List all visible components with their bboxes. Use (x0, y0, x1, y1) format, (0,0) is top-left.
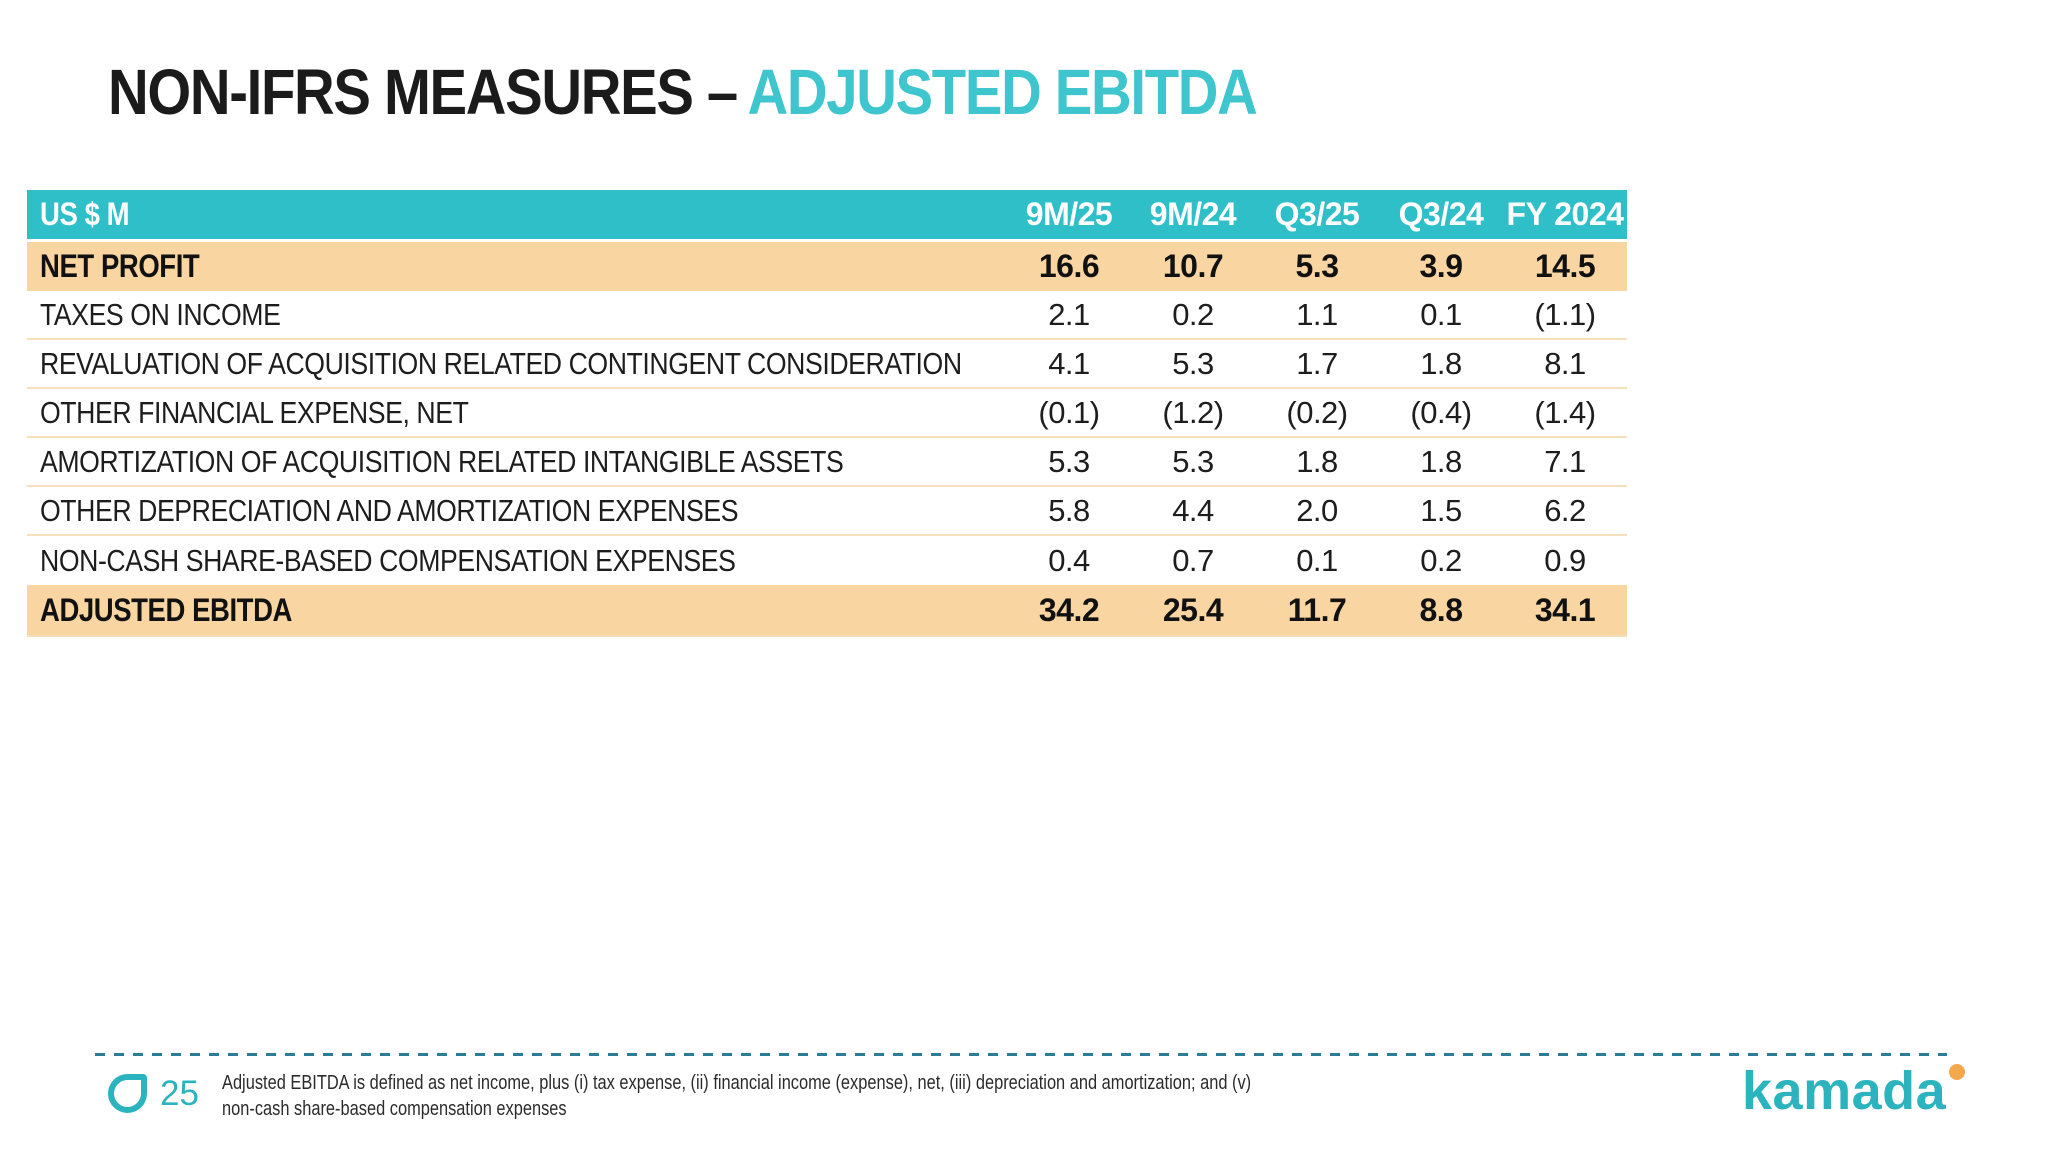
column-header-1: 9M/25 (1025, 196, 1113, 232)
value-cell: 16.6 (1038, 248, 1100, 284)
value-cell: (0.2) (1286, 394, 1348, 430)
table-row-2: TAXES ON INCOME 2.1 0.2 1.1 0.1 (1.1) (27, 291, 1627, 340)
row-label-cell: TAXES ON INCOME (27, 291, 1007, 338)
page-number: 25 (160, 1074, 199, 1113)
row-label: ADJUSTED EBITDA (40, 591, 292, 628)
table-row-8: ADJUSTED EBITDA 34.2 25.4 11.7 8.8 34.1 (27, 585, 1627, 637)
value-cell: 0.9 (1544, 542, 1586, 578)
table-row-6: OTHER DEPRECIATION AND AMORTIZATION EXPE… (27, 487, 1627, 536)
value-cell: (1.4) (1534, 394, 1596, 430)
column-header-5: FY 2024 (1506, 196, 1624, 232)
value-cell: 5.3 (1172, 345, 1214, 381)
value-cell: 0.1 (1296, 542, 1338, 578)
row-label: NON-CASH SHARE-BASED COMPENSATION EXPENS… (40, 542, 736, 578)
footnote-line-1: Adjusted EBITDA is defined as net income… (222, 1072, 1252, 1094)
value-cell: (0.1) (1038, 394, 1100, 430)
value-cell: 1.7 (1296, 345, 1338, 381)
table-row-5: AMORTIZATION OF ACQUISITION RELATED INTA… (27, 438, 1627, 487)
value-cell: 3.9 (1419, 248, 1463, 284)
row-label-cell: OTHER FINANCIAL EXPENSE, NET (27, 389, 1007, 436)
page-title: NON-IFRS MEASURES – ADJUSTED EBITDA (108, 56, 1258, 128)
row-label: AMORTIZATION OF ACQUISITION RELATED INTA… (40, 443, 844, 479)
table-units-label: US $ M (40, 196, 130, 232)
value-cell: 7.1 (1544, 443, 1586, 479)
title-prefix: NON-IFRS MEASURES – (108, 56, 738, 128)
value-cell: 10.7 (1162, 248, 1224, 284)
orange-dot-icon (1949, 1064, 1966, 1080)
column-header-3: Q3/25 (1274, 196, 1360, 232)
value-cell: 14.5 (1534, 248, 1596, 284)
value-cell: 34.1 (1534, 591, 1596, 628)
value-cell: 6.2 (1544, 492, 1586, 528)
value-cell: (1.1) (1534, 296, 1596, 332)
row-label-cell: ADJUSTED EBITDA (27, 585, 1007, 635)
value-cell: 0.4 (1048, 542, 1090, 578)
footnote: Adjusted EBITDA is defined as net income… (222, 1070, 1251, 1122)
value-cell: 4.1 (1048, 345, 1090, 381)
value-cell: 1.1 (1296, 296, 1338, 332)
value-cell: 8.1 (1544, 345, 1586, 381)
kamada-logo: kamada (1742, 1061, 1966, 1122)
value-cell: 1.5 (1420, 492, 1462, 528)
row-label: TAXES ON INCOME (40, 296, 281, 332)
table-header-row: US $ M 9M/25 9M/24 Q3/25 Q3/24 FY 2024 (27, 190, 1627, 242)
row-label-cell: NON-CASH SHARE-BASED COMPENSATION EXPENS… (27, 536, 1007, 585)
title-accent: ADJUSTED EBITDA (747, 56, 1257, 128)
value-cell: (0.4) (1410, 394, 1472, 430)
kamada-logo-text: kamada (1742, 1061, 1947, 1121)
footnote-line-2: non-cash share-based compensation expens… (222, 1098, 567, 1120)
row-label: OTHER DEPRECIATION AND AMORTIZATION EXPE… (40, 492, 739, 528)
value-cell: 0.2 (1420, 542, 1462, 578)
value-cell: 0.1 (1420, 296, 1462, 332)
table-row-7: NON-CASH SHARE-BASED COMPENSATION EXPENS… (27, 536, 1627, 585)
value-cell: 8.8 (1419, 591, 1463, 628)
financial-table: US $ M 9M/25 9M/24 Q3/25 Q3/24 FY 2024 NET P… (27, 190, 1627, 637)
value-cell: 1.8 (1296, 443, 1338, 479)
value-cell: 1.8 (1420, 443, 1462, 479)
row-label-cell: NET PROFIT (27, 242, 1007, 291)
row-label-cell: OTHER DEPRECIATION AND AMORTIZATION EXPE… (27, 487, 1007, 534)
column-header-2: 9M/24 (1149, 196, 1237, 232)
table-row-3: REVALUATION OF ACQUISITION RELATED CONTI… (27, 340, 1627, 389)
table-row-1: NET PROFIT 16.6 10.7 5.3 3.9 14.5 (27, 242, 1627, 291)
value-cell: 11.7 (1287, 591, 1347, 628)
kamada-drop-icon (108, 1074, 147, 1113)
table-header-units-cell: US $ M (27, 190, 1007, 239)
row-label: REVALUATION OF ACQUISITION RELATED CONTI… (40, 345, 962, 381)
value-cell: 25.4 (1162, 591, 1224, 628)
row-label: NET PROFIT (40, 248, 200, 284)
row-label-cell: AMORTIZATION OF ACQUISITION RELATED INTA… (27, 438, 1007, 485)
value-cell: 5.3 (1048, 443, 1090, 479)
value-cell: 34.2 (1038, 591, 1100, 628)
value-cell: 5.3 (1172, 443, 1214, 479)
value-cell: 4.4 (1172, 492, 1214, 528)
value-cell: 5.3 (1295, 248, 1339, 284)
row-label-cell: REVALUATION OF ACQUISITION RELATED CONTI… (27, 340, 1007, 387)
footer-divider (95, 1053, 1947, 1056)
value-cell: 2.0 (1296, 492, 1338, 528)
row-label: OTHER FINANCIAL EXPENSE, NET (40, 394, 469, 430)
value-cell: (1.2) (1162, 394, 1224, 430)
value-cell: 0.7 (1172, 542, 1214, 578)
value-cell: 2.1 (1048, 296, 1090, 332)
table-row-4: OTHER FINANCIAL EXPENSE, NET (0.1) (1.2) (… (27, 389, 1627, 438)
value-cell: 1.8 (1420, 345, 1462, 381)
column-header-4: Q3/24 (1398, 196, 1484, 232)
value-cell: 5.8 (1048, 492, 1090, 528)
value-cell: 0.2 (1172, 296, 1214, 332)
